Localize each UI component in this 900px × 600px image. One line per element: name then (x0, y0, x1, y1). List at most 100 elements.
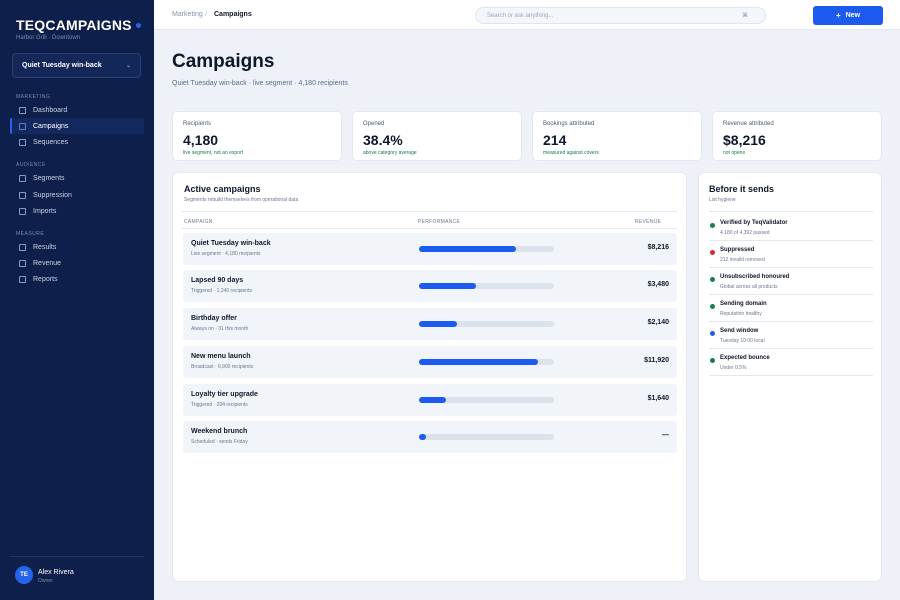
imports-icon (19, 207, 26, 215)
campaign-selector[interactable]: Quiet Tuesday win-back ⌄ (12, 53, 141, 78)
list-item: Send window Tuesday 10:00 local (709, 322, 873, 349)
table-row[interactable]: Loyalty tier upgrade Triggered · 204 rec… (183, 384, 677, 416)
sidebar-item-campaigns[interactable]: Campaigns (10, 118, 144, 134)
stat-card-revenue: Revenue attributed $8,216 not opens (712, 111, 882, 161)
check-detail: 4,180 of 4,392 passed (720, 230, 770, 236)
list-divider (709, 211, 873, 212)
stat-value: 214 (543, 132, 567, 148)
sidebar: TEQCAMPAIGNS Harbor Grill · Downtown Qui… (0, 0, 154, 600)
sidebar-item-reports[interactable]: Reports (10, 271, 144, 287)
table-divider (182, 228, 677, 229)
campaign-revenue: — (662, 432, 669, 439)
list-item: Unsubscribed honoured Global across all … (709, 268, 873, 295)
brand-name: TEQCAMPAIGNS (16, 17, 132, 33)
sidebar-item-label: Suppression (33, 191, 72, 199)
table-row[interactable]: Birthday offer Always on · 31 this month… (183, 308, 677, 340)
column-header-revenue[interactable]: REVENUE (635, 219, 662, 225)
new-button[interactable]: + New (813, 6, 883, 25)
reports-icon (19, 275, 26, 283)
column-header-performance[interactable]: PERFORMANCE (418, 219, 461, 225)
sidebar-item-segments[interactable]: Segments (10, 170, 144, 186)
status-dot-icon (710, 304, 715, 309)
stat-note: above category average (363, 150, 417, 156)
brand-location: Harbor Grill · Downtown (16, 35, 81, 41)
performance-bar-fill (419, 397, 446, 403)
campaign-revenue: $2,140 (647, 319, 669, 326)
sidebar-item-label: Results (33, 243, 57, 251)
revenue-icon (19, 259, 26, 267)
user-role: Owner (38, 578, 53, 584)
stat-note: live segment, not an export (183, 150, 244, 156)
breadcrumb-current: Campaigns (214, 11, 252, 18)
campaign-meta: Triggered · 204 recipients (191, 402, 248, 408)
suppression-icon (19, 191, 26, 199)
stat-card-opened: Opened 38.4% above category average (352, 111, 522, 161)
performance-bar-fill (419, 434, 426, 440)
breadcrumb-separator: / (205, 11, 207, 18)
check-title: Verified by TeqValidator (720, 220, 788, 226)
sidebar-item-imports[interactable]: Imports (10, 203, 144, 219)
check-detail: Tuesday 10:00 local (720, 338, 765, 344)
table-row[interactable]: New menu launch Broadcast · 6,900 recipi… (183, 346, 677, 378)
panel-title: Active campaigns (184, 184, 261, 194)
brand-logo[interactable]: TEQCAMPAIGNS (16, 17, 141, 33)
sidebar-item-results[interactable]: Results (10, 239, 144, 255)
stat-label: Revenue attributed (723, 121, 774, 127)
campaign-selector-value: Quiet Tuesday win-back (22, 62, 102, 69)
sidebar-item-label: Dashboard (33, 106, 68, 114)
avatar[interactable]: TE (15, 566, 33, 584)
nav-section-marketing: MARKETING (16, 94, 51, 100)
search-input[interactable]: Search or ask anything... ⌘ (475, 7, 766, 24)
campaign-revenue: $11,920 (644, 357, 669, 364)
campaign-revenue: $3,480 (647, 281, 669, 288)
performance-bar (419, 283, 554, 289)
campaign-revenue: $1,640 (647, 395, 669, 402)
stat-value: 38.4% (363, 132, 403, 148)
user-name: Alex Rivera (38, 569, 74, 576)
panel-subtitle: Segments rebuild themselves from operati… (184, 197, 299, 203)
new-button-label: New (845, 12, 861, 19)
list-item: Expected bounce Under 0.5% (709, 349, 873, 376)
results-icon (19, 243, 26, 251)
stat-card-bookings: Bookings attributed 214 measured against… (532, 111, 702, 161)
sidebar-item-suppression[interactable]: Suppression (10, 187, 144, 203)
command-key-icon: ⌘ (742, 13, 748, 19)
panel-title: Before it sends (709, 184, 775, 194)
list-item: Sending domain Reputation healthy (709, 295, 873, 322)
dashboard-icon (19, 106, 26, 114)
check-title: Send window (720, 328, 759, 334)
campaign-name: New menu launch (191, 353, 251, 360)
stat-label: Opened (363, 121, 385, 127)
campaign-revenue: $8,216 (647, 244, 669, 251)
stat-label: Recipients (183, 121, 212, 127)
campaign-name: Weekend brunch (191, 428, 248, 435)
page-title: Campaigns (172, 51, 275, 72)
table-divider (182, 211, 677, 212)
stat-value: $8,216 (723, 132, 766, 148)
sidebar-item-sequences[interactable]: Sequences (10, 134, 144, 150)
sidebar-item-label: Sequences (33, 138, 69, 146)
page-subtitle: Quiet Tuesday win-back · live segment · … (172, 80, 348, 87)
sidebar-item-label: Segments (33, 174, 65, 182)
campaign-meta: Scheduled · sends Friday (191, 439, 248, 445)
table-row[interactable]: Quiet Tuesday win-back Live segment · 4,… (183, 233, 677, 265)
check-title: Expected bounce (720, 355, 770, 361)
sidebar-item-label: Campaigns (33, 122, 69, 130)
performance-bar-fill (419, 246, 517, 252)
sidebar-item-revenue[interactable]: Revenue (10, 255, 144, 271)
column-header-campaign[interactable]: CAMPAIGN (184, 219, 213, 225)
sidebar-item-label: Imports (33, 207, 57, 215)
table-row[interactable]: Lapsed 90 days Triggered · 1,240 recipie… (183, 270, 677, 302)
breadcrumb-marketing[interactable]: Marketing (172, 11, 203, 18)
campaigns-icon (19, 122, 26, 130)
before-it-sends-panel: Before it sends List hygiene Verified by… (698, 172, 882, 582)
chevron-down-icon: ⌄ (125, 63, 131, 69)
check-detail: Global across all products (720, 284, 778, 290)
performance-bar (419, 434, 554, 440)
performance-bar-fill (419, 321, 457, 327)
nav-section-audience: AUDIENCE (16, 162, 46, 168)
performance-bar (419, 246, 554, 252)
sidebar-item-dashboard[interactable]: Dashboard (10, 102, 144, 118)
table-row[interactable]: Weekend brunch Scheduled · sends Friday … (183, 421, 677, 453)
check-title: Suppressed (720, 247, 755, 253)
